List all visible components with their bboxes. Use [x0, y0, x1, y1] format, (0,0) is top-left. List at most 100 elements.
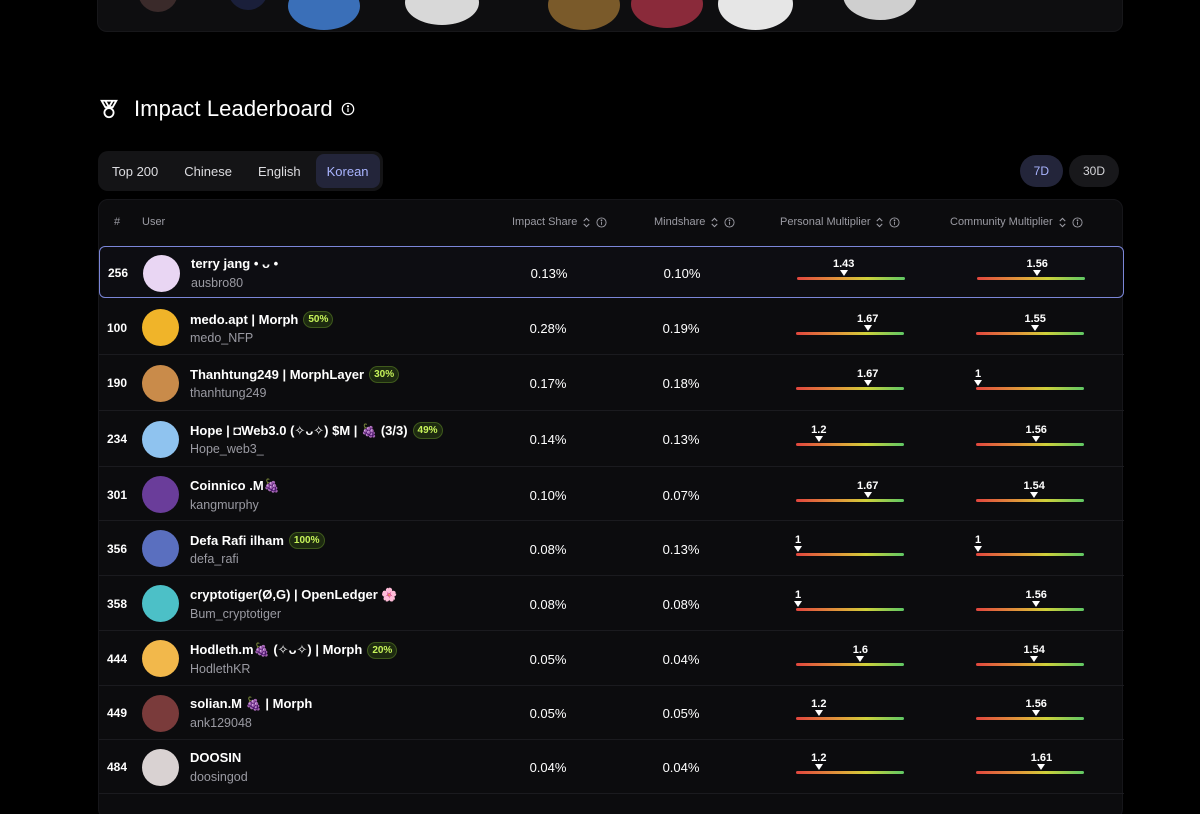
- avatar[interactable]: [142, 640, 179, 677]
- sort-icon[interactable]: [1057, 217, 1068, 228]
- info-icon[interactable]: [889, 216, 901, 228]
- multiplier-marker: 1.2: [804, 424, 834, 442]
- info-icon[interactable]: [724, 216, 735, 228]
- avatar[interactable]: [142, 420, 179, 458]
- avatar[interactable]: [142, 364, 179, 402]
- user-handle[interactable]: medo_NFP: [190, 330, 254, 345]
- user-handle[interactable]: Hope_web3_: [190, 442, 264, 456]
- avatar[interactable]: [143, 254, 180, 292]
- multiplier-bar: [976, 387, 1084, 390]
- table-row[interactable]: 100 medo.apt | Morph 50% medo_NFP 0.28% …: [99, 300, 1124, 355]
- avatar[interactable]: [142, 476, 179, 513]
- marker-triangle-icon: [794, 600, 802, 607]
- table-row[interactable]: 356 Defa Rafi ilham 100% defa_rafi 0.08%…: [99, 521, 1124, 576]
- leaderboard-header: Impact Leaderboard: [98, 94, 355, 124]
- table-row[interactable]: 484 DOOSIN doosingod 0.04% 0.04% 1.2 1.6…: [99, 740, 1124, 794]
- user-name[interactable]: Thanhtung249 | MorphLayer: [190, 367, 365, 382]
- sort-icon[interactable]: [709, 217, 720, 228]
- table-row[interactable]: 358 cryptotiger(Ø,G) | OpenLedger 🌸 Bum_…: [99, 576, 1124, 631]
- strip-avatar[interactable]: [718, 0, 793, 30]
- range-30d-button[interactable]: 30D: [1068, 155, 1119, 187]
- impact-share-value: 0.28%: [529, 320, 567, 336]
- mindshare-value: 0.05%: [662, 706, 700, 721]
- tab-korean[interactable]: Korean: [315, 154, 380, 188]
- mindshare-value: 0.04%: [662, 651, 700, 667]
- user-handle[interactable]: ank129048: [190, 716, 252, 730]
- multiplier-bar: [976, 331, 1084, 335]
- impact-share-value: 0.08%: [529, 541, 567, 557]
- multiplier-marker: 1.54: [1019, 480, 1049, 498]
- info-icon[interactable]: [341, 102, 355, 116]
- user-name[interactable]: Defa Rafi ilham: [190, 532, 284, 548]
- multiplier-marker: 1.2: [804, 698, 834, 716]
- table-row[interactable]: 256 terry jang • ᴗ • ausbro80 0.13% 0.10…: [99, 246, 1124, 298]
- personal-multiplier-gauge: 1.67: [796, 363, 904, 395]
- user-handle[interactable]: doosingod: [190, 770, 248, 784]
- table-row[interactable]: 301 Coinnico .M🍇 kangmurphy 0.10% 0.07% …: [99, 468, 1124, 521]
- user-handle[interactable]: ausbro80: [191, 276, 244, 290]
- strip-avatar[interactable]: [548, 0, 620, 30]
- column-impact-share[interactable]: Impact Share: [512, 216, 607, 228]
- avatar[interactable]: [142, 309, 179, 346]
- user-handle[interactable]: HodlethKR: [190, 661, 251, 676]
- info-icon[interactable]: [1072, 216, 1083, 228]
- avatar[interactable]: [142, 585, 179, 622]
- strip-avatar[interactable]: [138, 0, 178, 12]
- multiplier-bar: [976, 498, 1084, 502]
- user-name-line: solian.M 🍇 | Morph: [190, 696, 312, 712]
- table-row[interactable]: 234 Hope | ◘Web3.0 (✧ᴗ✧) $M | 🍇 (3/3) 49…: [99, 411, 1124, 467]
- table-row[interactable]: 449 solian.M 🍇 | Morph ank129048 0.05% 0…: [99, 686, 1124, 740]
- strip-avatar[interactable]: [228, 0, 268, 10]
- user-handle[interactable]: thanhtung249: [190, 386, 267, 400]
- personal-multiplier-value: 1.6: [852, 643, 869, 656]
- rank-value: 190: [107, 376, 128, 390]
- user-handle[interactable]: defa_rafi: [190, 551, 239, 566]
- percent-badge: 30%: [369, 366, 400, 383]
- column-personal-multiplier[interactable]: Personal Multiplier: [780, 216, 901, 228]
- user-name[interactable]: Hodleth.m🍇 (✧ᴗ✧) | Morph: [190, 642, 363, 657]
- tab-top-200[interactable]: Top 200: [112, 163, 159, 179]
- column-user-label: User: [142, 216, 166, 228]
- user-name[interactable]: solian.M 🍇 | Morph: [190, 696, 313, 711]
- tab-chinese[interactable]: Chinese: [184, 163, 232, 179]
- multiplier-bar: [796, 443, 904, 446]
- personal-multiplier-gauge: 1.2: [796, 419, 904, 451]
- user-name[interactable]: cryptotiger(Ø,G) | OpenLedger 🌸: [190, 586, 398, 602]
- strip-avatar[interactable]: [405, 0, 479, 25]
- multiplier-bar: [796, 771, 904, 774]
- user-handle[interactable]: kangmurphy: [190, 497, 259, 512]
- info-icon[interactable]: [596, 216, 607, 228]
- avatar[interactable]: [142, 530, 179, 567]
- column-rank: #: [114, 216, 120, 228]
- multiplier-bar: [976, 771, 1084, 774]
- tab-english[interactable]: English: [257, 163, 301, 179]
- marker-triangle-icon: [794, 545, 802, 552]
- user-name[interactable]: Hope | ◘Web3.0 (✧ᴗ✧) $M | 🍇 (3/3): [190, 422, 408, 438]
- range-7d-button[interactable]: 7D: [1019, 155, 1063, 187]
- personal-multiplier-gauge: 1: [794, 529, 904, 561]
- column-mindshare[interactable]: Mindshare: [654, 216, 735, 228]
- user-name[interactable]: DOOSIN: [190, 750, 242, 765]
- strip-avatar[interactable]: [288, 0, 360, 30]
- table-row[interactable]: 444 Hodleth.m🍇 (✧ᴗ✧) | Morph 20% Hodleth…: [99, 631, 1124, 686]
- personal-multiplier-gauge: 1.43: [797, 253, 905, 285]
- mindshare-value: 0.10%: [663, 266, 701, 281]
- user-name[interactable]: terry jang • ᴗ •: [191, 256, 279, 271]
- user-handle[interactable]: Bum_cryptotiger: [190, 606, 282, 621]
- user-name[interactable]: Coinnico .M🍇: [190, 477, 280, 493]
- marker-triangle-icon: [1031, 324, 1040, 331]
- strip-avatar[interactable]: [843, 0, 917, 20]
- table-row[interactable]: 190 Thanhtung249 | MorphLayer 30% thanht…: [99, 355, 1124, 411]
- user-name-line: medo.apt | Morph 50%: [190, 310, 334, 328]
- community-multiplier-value: 1.56: [1026, 258, 1048, 270]
- marker-triangle-icon: [839, 270, 848, 276]
- percent-badge: 100%: [288, 531, 325, 549]
- avatar[interactable]: [142, 694, 179, 732]
- sort-icon[interactable]: [874, 217, 885, 228]
- column-community-multiplier[interactable]: Community Multiplier: [950, 216, 1083, 228]
- multiplier-marker: 1: [963, 534, 993, 552]
- sort-icon[interactable]: [581, 217, 592, 228]
- user-name[interactable]: medo.apt | Morph: [190, 311, 299, 327]
- avatar[interactable]: [142, 748, 179, 786]
- strip-avatar[interactable]: [631, 0, 703, 28]
